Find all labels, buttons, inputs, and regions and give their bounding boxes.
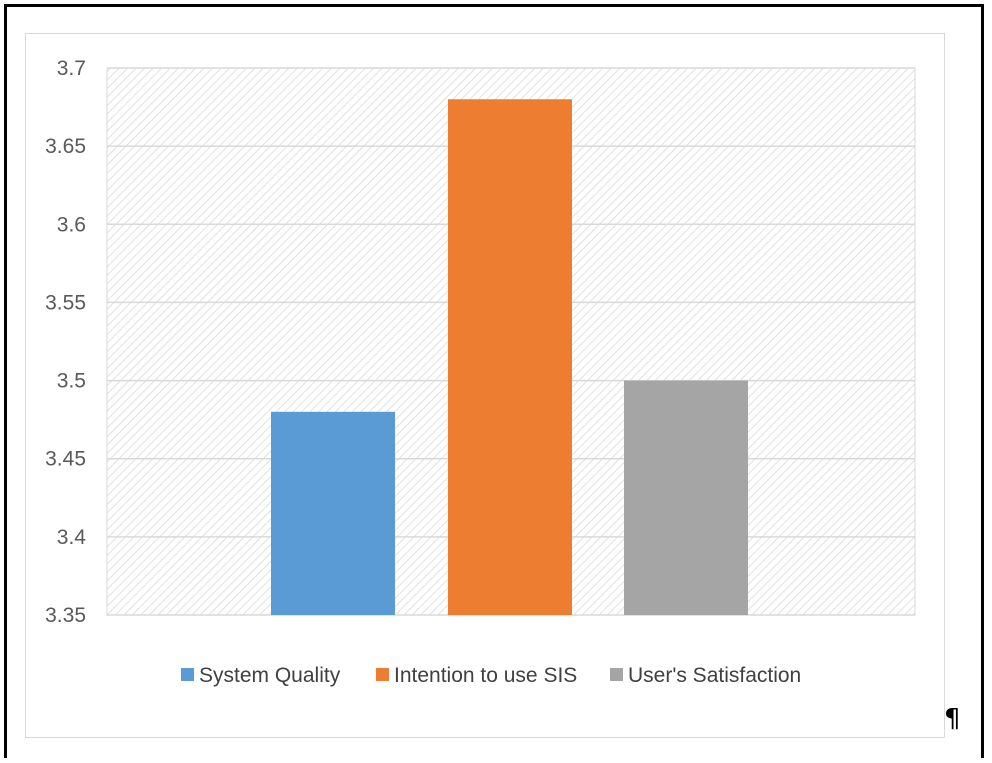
bar-user-s-satisfaction (624, 380, 748, 615)
bar-system-quality (271, 411, 395, 615)
y-tick-label: 3.5 (57, 370, 86, 393)
legend-label: Intention to use SIS (394, 664, 577, 687)
legend-swatch (376, 668, 389, 681)
y-tick-label: 3.6 (57, 213, 86, 236)
y-tick-label: 3.4 (57, 526, 87, 549)
legend-label: System Quality (199, 664, 341, 687)
y-tick-label: 3.45 (45, 448, 86, 471)
legend-label: User's Satisfaction (628, 664, 801, 687)
legend-swatch (181, 668, 194, 681)
y-tick-label: 3.7 (57, 57, 86, 80)
y-tick-label: 3.65 (45, 135, 86, 158)
legend-swatch (610, 668, 623, 681)
paragraph-mark: ¶ (944, 704, 961, 734)
document-frame (4, 4, 984, 758)
bar-intention-to-use-sis (448, 99, 572, 615)
y-tick-label: 3.35 (45, 604, 86, 627)
y-tick-label: 3.55 (45, 291, 86, 314)
